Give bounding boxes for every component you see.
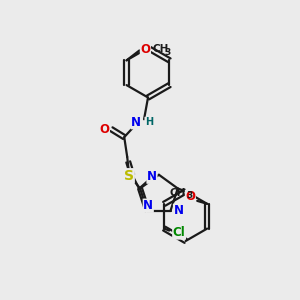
Text: 3: 3 xyxy=(164,48,170,57)
Text: S: S xyxy=(124,169,134,183)
Text: N: N xyxy=(143,199,153,212)
Text: N: N xyxy=(131,116,141,129)
Text: Cl: Cl xyxy=(173,226,185,239)
Text: CH: CH xyxy=(169,188,186,198)
Text: CH: CH xyxy=(152,44,169,54)
Text: N: N xyxy=(173,204,184,217)
Text: N: N xyxy=(147,170,157,183)
Text: O: O xyxy=(185,190,195,203)
Text: H: H xyxy=(145,117,153,127)
Text: O: O xyxy=(99,123,110,136)
Text: 3: 3 xyxy=(186,191,193,200)
Text: O: O xyxy=(140,43,150,56)
